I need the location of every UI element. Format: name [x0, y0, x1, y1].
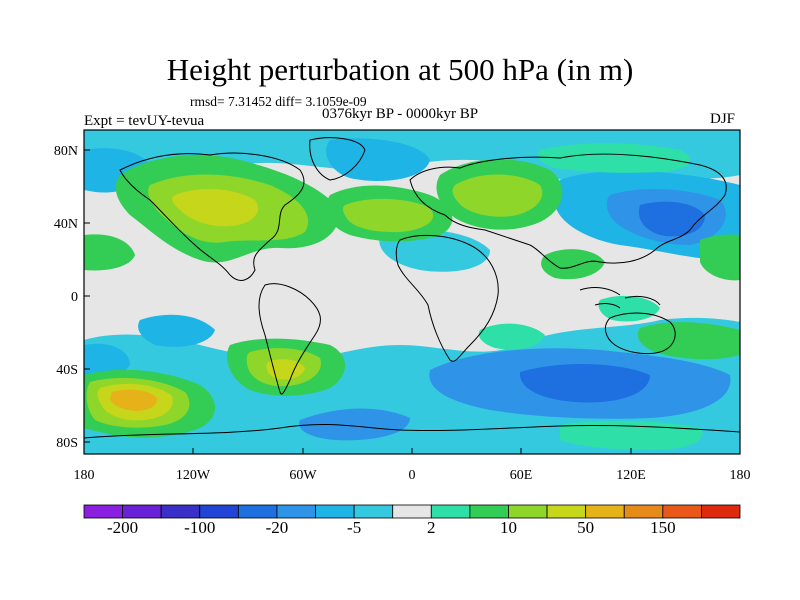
- coastline-south-america: [258, 283, 321, 395]
- contour-greenland-neg: [326, 138, 430, 181]
- colorbar-swatch: [160, 504, 201, 519]
- lat-label-80s: 80S: [56, 436, 78, 451]
- lat-label-80n: 80N: [54, 144, 78, 159]
- colorbar-swatch: [546, 504, 587, 519]
- stats-line: rmsd= 7.31452 diff= 3.1059e-09: [190, 94, 367, 109]
- colorbar-swatch: [199, 504, 239, 519]
- coastline-eurasia: [409, 153, 727, 269]
- contour-safrica-pos: [478, 323, 545, 350]
- contour-field: [84, 130, 740, 454]
- contour-siberia-pos: [538, 143, 691, 173]
- contour-aus-pos: [637, 322, 740, 360]
- coastlines: [84, 137, 740, 439]
- lon-label-120w: 120W: [176, 468, 211, 483]
- lon-label-60e: 60E: [510, 468, 533, 483]
- colorbar: -200 -100 -20 -5 2 10 50 150: [83, 504, 741, 537]
- colorbar-swatch: [701, 504, 741, 519]
- experiment-label: Expt = tevUY-tevua: [84, 113, 205, 129]
- lon-label-0: 0: [409, 468, 416, 483]
- coastline-greenland: [309, 137, 366, 181]
- contour-npacific-west-pos: [84, 234, 135, 271]
- map-panel: [83, 129, 741, 455]
- colorbar-label: 2: [427, 518, 436, 537]
- colorbar-label: -200: [107, 518, 138, 537]
- colorbar-swatch: [122, 504, 162, 519]
- colorbar-swatch: [662, 504, 702, 519]
- contour-namerica-yellow: [172, 188, 259, 227]
- colorbar-swatch: [315, 504, 355, 519]
- colorbar-swatch: [353, 504, 394, 519]
- contour-south-atlantic-neg: [299, 408, 410, 441]
- map-title: Height perturbation at 500 hPa (in m): [166, 52, 634, 87]
- colorbar-label: -20: [266, 518, 289, 537]
- contour-south-indian-core: [519, 364, 650, 403]
- colorbar-label: -5: [347, 518, 361, 537]
- colorbar-swatch: [508, 504, 548, 519]
- contour-india-pos: [541, 249, 605, 280]
- colorbar-label: -100: [184, 518, 215, 537]
- lat-label-40n: 40N: [54, 217, 78, 232]
- coastline-australia: [604, 312, 676, 355]
- lon-label-180e: 180: [730, 468, 751, 483]
- lat-ticks: [84, 149, 90, 443]
- colorbar-swatch: [623, 504, 664, 519]
- colorbar-label: 150: [650, 518, 676, 537]
- lat-labels: 80N 40N 0 40S 80S: [54, 144, 78, 451]
- lat-label-40s: 40S: [56, 363, 78, 378]
- period-label: 0376kyr BP - 0000kyr BP: [322, 106, 479, 122]
- contour-pacific-sub-neg: [138, 314, 215, 347]
- coastline-indonesia: [579, 287, 661, 309]
- coastline-antarctica: [84, 424, 740, 439]
- colorbar-swatch: [237, 504, 278, 519]
- lon-label-120e: 120E: [616, 468, 646, 483]
- lat-label-0: 0: [71, 290, 78, 305]
- colorbar-swatch: [276, 504, 316, 519]
- contour-npacific-east-pos: [700, 234, 740, 281]
- lon-label-60w: 60W: [289, 468, 317, 483]
- coastline-north-america: [119, 152, 305, 281]
- contour-spacific-gold: [110, 389, 158, 411]
- lon-labels: 180 120W 60W 0 60E 120E 180: [74, 468, 751, 483]
- colorbar-swatch: [585, 504, 625, 519]
- colorbar-swatch: [469, 504, 509, 519]
- contour-samerica-yellow: [266, 359, 305, 380]
- contour-tropical-pacific-pos: [598, 295, 660, 322]
- colorbar-label: 50: [577, 518, 594, 537]
- contour-europe-lime: [452, 174, 543, 217]
- coastline-africa: [395, 235, 499, 362]
- colorbar-swatch: [430, 504, 471, 519]
- contour-atlantic-lime: [342, 198, 434, 233]
- lon-ticks: [83, 448, 741, 454]
- contour-japan-core: [638, 201, 705, 237]
- season-label: DJF: [710, 111, 736, 127]
- colorbar-label: 10: [500, 518, 517, 537]
- colorbar-swatch: [392, 504, 432, 519]
- lon-label-180w: 180: [74, 468, 95, 483]
- colorbar-swatch: [83, 504, 123, 519]
